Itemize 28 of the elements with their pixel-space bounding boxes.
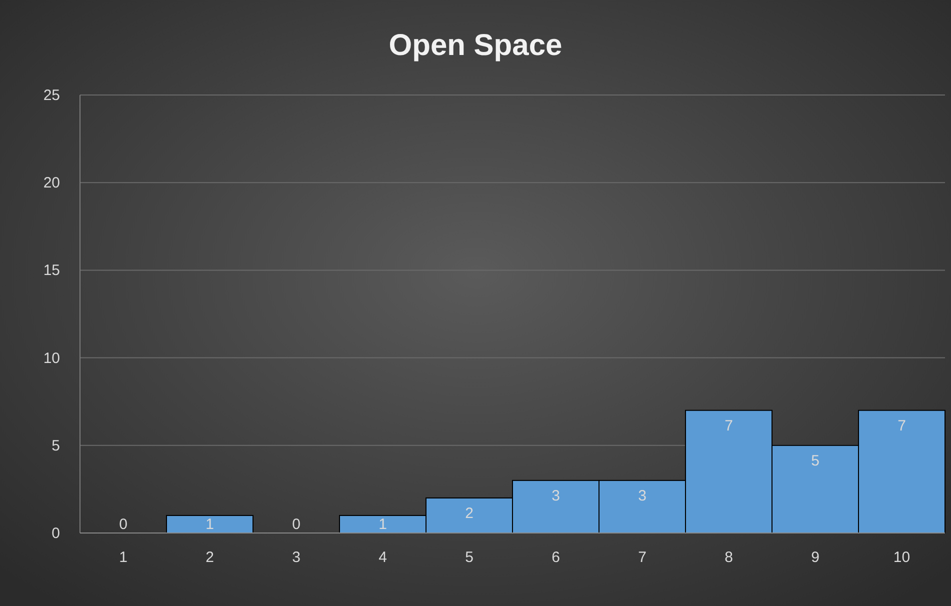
bar: [166, 514, 254, 534]
chart-title: Open Space: [388, 29, 562, 62]
data-label: 0: [119, 516, 128, 533]
x-tick-label: 5: [465, 549, 474, 566]
data-label: 1: [378, 516, 387, 533]
x-tick-label: 10: [893, 549, 910, 566]
x-tick-label: 8: [724, 549, 733, 566]
x-tick-label: 4: [378, 549, 387, 566]
y-tick-label: 25: [43, 87, 60, 104]
x-tick-label: 2: [206, 549, 214, 566]
y-tick-label: 20: [43, 174, 60, 192]
y-tick-label: 0: [52, 525, 60, 542]
data-label: 5: [811, 452, 820, 470]
data-label: 3: [552, 487, 560, 504]
data-label: 3: [638, 487, 646, 504]
data-label: 0: [292, 516, 300, 533]
data-label: 7: [898, 417, 906, 434]
y-tick-label: 15: [43, 262, 60, 280]
data-label: 2: [465, 504, 474, 522]
data-label: 1: [206, 516, 214, 533]
x-tick-label: 6: [552, 549, 560, 566]
data-label: 7: [724, 417, 733, 434]
x-tick-label: 9: [811, 549, 820, 566]
x-tick-label: 3: [292, 549, 300, 566]
x-tick-label: 7: [638, 549, 646, 566]
x-tick-label: 1: [119, 549, 128, 566]
y-tick-label: 10: [43, 350, 60, 367]
y-tick-label: 5: [52, 437, 60, 454]
